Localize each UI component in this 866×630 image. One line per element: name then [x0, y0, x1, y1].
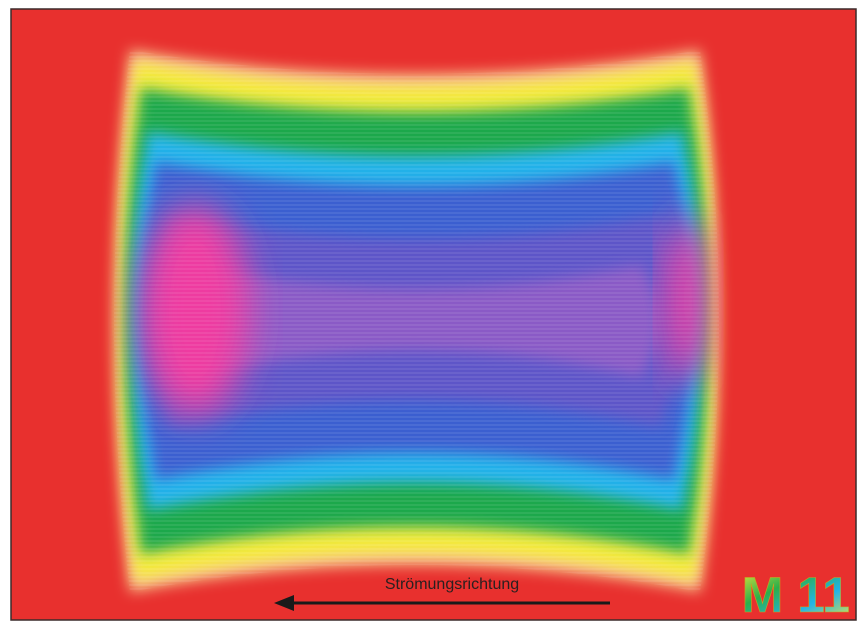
flow-bands	[114, 50, 719, 592]
flow-direction-caption: Strömungsrichtung	[385, 576, 519, 593]
flow-visualization: Strömungsrichtung M 11	[0, 0, 866, 630]
logo: M 11	[742, 567, 850, 623]
page: {"caption": "Strömungsrichtung", "logo":…	[0, 0, 866, 630]
scan-lines	[114, 50, 719, 592]
